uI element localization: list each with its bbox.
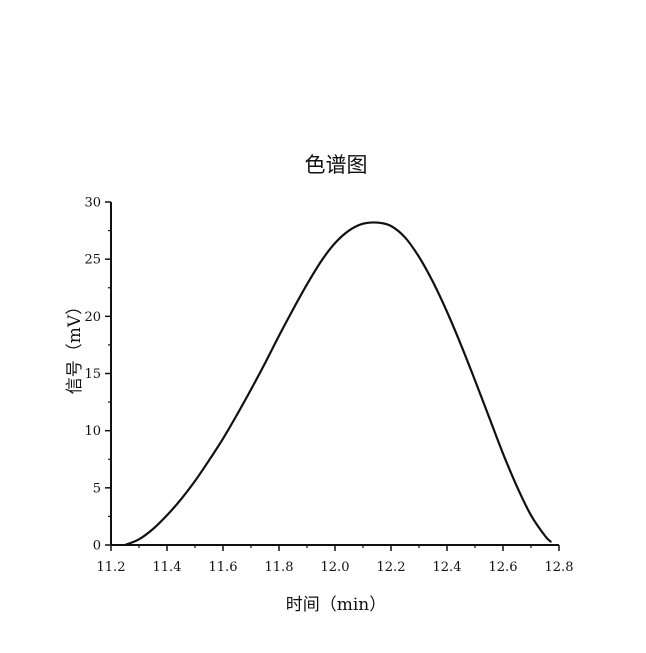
x-tick-label: 11.2 [97, 560, 126, 575]
y-tick-label: 20 [84, 310, 101, 325]
series-layer [123, 221, 552, 547]
x-axis-title: 时间（min） [286, 595, 387, 615]
x-tick-label: 11.4 [153, 560, 182, 575]
x-tick-label: 12.8 [545, 560, 574, 575]
signal-curve [123, 221, 552, 547]
chart-title: 色谱图 [305, 153, 368, 177]
y-axis-title: 信号（mV） [65, 298, 85, 394]
y-tick-label: 25 [84, 253, 101, 268]
x-tick-label: 12.0 [321, 560, 350, 575]
x-tick-label: 12.4 [433, 560, 462, 575]
y-tick-label: 15 [84, 367, 101, 382]
x-tick-label: 12.2 [377, 560, 406, 575]
y-tick-label: 10 [84, 424, 101, 439]
axes: 11.2 11.4 11.6 11.8 12.0 12.2 12.4 12.6 12.8 0 5 10… [84, 196, 573, 576]
x-tick-label: 11.6 [209, 560, 238, 575]
y-tick-label: 5 [93, 481, 101, 496]
x-tick-label: 11.8 [265, 560, 294, 575]
x-tick-label: 12.6 [489, 560, 518, 575]
y-tick-label: 30 [84, 196, 101, 211]
y-tick-label: 0 [93, 539, 101, 554]
